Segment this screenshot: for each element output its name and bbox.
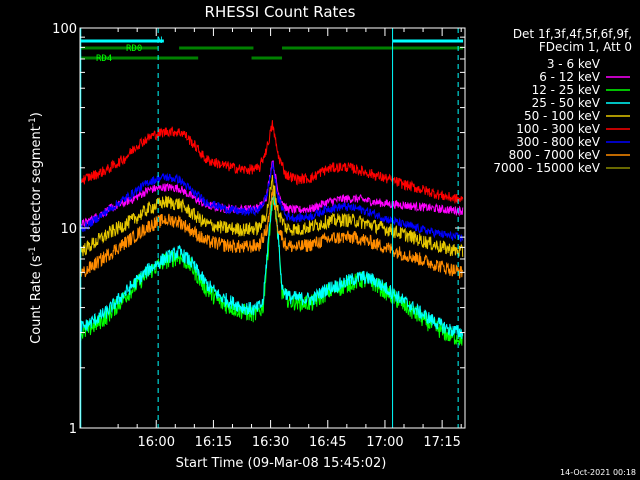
- legend: Det 1f,3f,4f,5f,6f,9f,FDecim 1, Att 0 3 -…: [493, 27, 632, 175]
- legend-entry-7: 800 - 7000 keV: [509, 148, 601, 162]
- legend-entry-2: 12 - 25 keV: [532, 83, 601, 97]
- axes: 16:00 16:15 16:30 16:45 17:00 17:15 1 10 100: [52, 22, 465, 450]
- footer-timestamp: 14-Oct-2021 00:18: [560, 468, 636, 477]
- series-line-7: [80, 188, 464, 279]
- y-tick-label-2: 100: [52, 22, 77, 37]
- flag-label-rd0: RD0: [126, 44, 142, 54]
- legend-entry-0: 3 - 6 keV: [547, 57, 601, 71]
- legend-header-1: FDecim 1, Att 0: [539, 40, 632, 54]
- legend-entry-4: 50 - 100 keV: [524, 109, 601, 123]
- series-line-6: [80, 161, 464, 242]
- y-tick-label-1: 10: [60, 222, 77, 237]
- legend-entry-5: 100 - 300 keV: [516, 122, 600, 136]
- x-tick-label-4: 17:00: [366, 435, 403, 450]
- legend-entry-1: 6 - 12 keV: [539, 70, 601, 84]
- flag-label-n: N: [157, 36, 162, 46]
- x-tick-label-5: 17:15: [423, 435, 460, 450]
- flag-label-rd4: RD4: [96, 54, 112, 64]
- x-axis-label: Start Time (09-Mar-08 15:45:02): [176, 456, 387, 471]
- legend-entry-3: 25 - 50 keV: [532, 96, 601, 110]
- y-tick-label-0: 1: [69, 422, 77, 437]
- y-axis-label-end: ): [29, 112, 44, 117]
- y-axis-label-mid: detector segment: [29, 126, 44, 246]
- y-axis-label: Count Rate (s-1 detector segment-1): [28, 112, 44, 344]
- y-axis-label-exp1: -1: [28, 246, 38, 255]
- x-tick-label-3: 16:45: [309, 435, 346, 450]
- y-axis-label-exp2: -1: [28, 117, 38, 126]
- y-axis-label-main: Count Rate (s: [29, 255, 44, 344]
- chart-title: RHESSI Count Rates: [205, 3, 356, 21]
- legend-entry-8: 7000 - 15000 keV: [493, 161, 600, 175]
- x-tick-label-2: 16:30: [252, 435, 289, 450]
- series-line-4: [80, 174, 464, 257]
- x-tick-label-0: 16:00: [138, 435, 175, 450]
- series-line-5: [80, 120, 464, 204]
- legend-entry-6: 300 - 800 keV: [516, 135, 600, 149]
- series-layer: [80, 120, 464, 365]
- x-tick-label-1: 16:15: [195, 435, 232, 450]
- flag-bars: N RD0 RD4: [80, 36, 464, 64]
- series-line-1: [80, 160, 464, 228]
- legend-header-0: Det 1f,3f,4f,5f,6f,9f,: [513, 27, 632, 41]
